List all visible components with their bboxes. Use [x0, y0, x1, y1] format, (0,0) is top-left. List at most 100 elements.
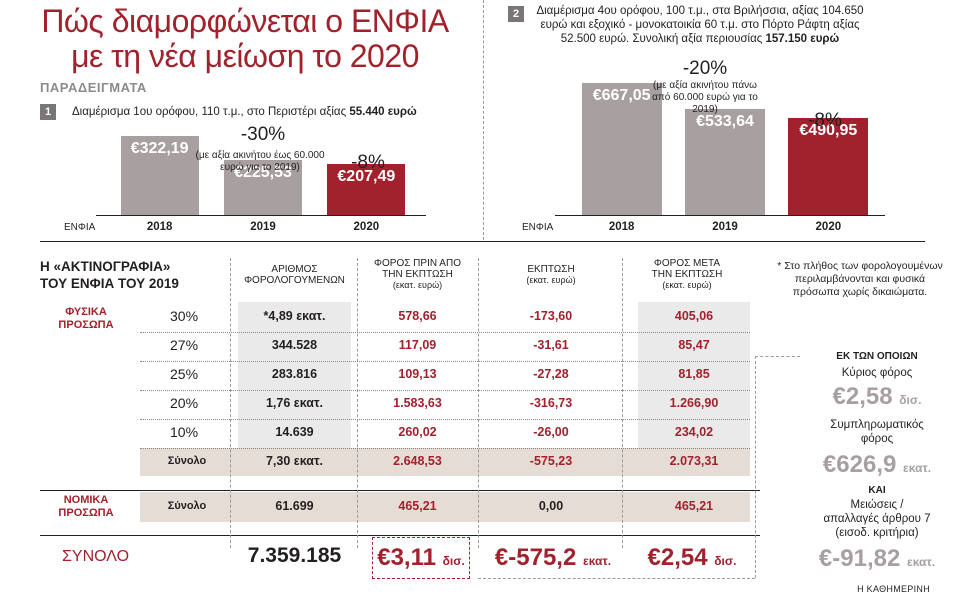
physical-persons-label-2: ΠΡΟΣΩΠΑ: [58, 319, 114, 331]
example-2-line-2: ευρώ και εξοχικό - μονοκατοικία 60 τ.μ. …: [540, 19, 860, 31]
chart2-bar-2019: €533,64: [685, 109, 765, 215]
chart1-value-label-2019: €225,53: [234, 163, 292, 181]
row-separator: [140, 390, 750, 391]
row-3-count: 283.816: [271, 367, 318, 381]
column-divider-3: [478, 258, 479, 548]
legal-persons-label-2: ΠΡΟΣΩΠΑ: [58, 507, 114, 519]
footnote: * Στο πλήθος των φορολογουμένων περιλαμβ…: [777, 260, 943, 298]
row-4-count: 1,76 εκατ.: [265, 396, 324, 410]
example-2-badge: 2: [508, 6, 524, 22]
chart1-bar-2018: €322,19: [120, 136, 199, 215]
chart2-category-2018: 2018: [608, 221, 635, 233]
row-5-count: 14.639: [275, 425, 314, 439]
after-column-tint: [638, 302, 750, 450]
breakdown-item-2-label-2: φόρος: [860, 433, 894, 445]
breakdown-connector-vertical: [755, 356, 756, 578]
header-after-line-2: ΤΗΝ ΕΚΠΤΩΣΗ: [651, 269, 723, 280]
example-2-line-1: Διαμέρισμα 4ου ορόφου, 100 τ.μ., στα Βρι…: [536, 5, 864, 17]
row-5-discount: -26,00: [533, 425, 569, 439]
breakdown-item-1-amount: €2,58: [832, 383, 893, 410]
breakdown-item-2-unit: εκατ.: [903, 461, 932, 475]
legal-total-discount: 0,00: [538, 499, 564, 513]
breakdown-connector-bottom: [478, 578, 755, 579]
legal-total-after: 465,21: [674, 499, 714, 513]
grand-total-discount-unit: εκατ.: [583, 554, 612, 568]
chart2-annotation-2: -8%: [808, 110, 842, 131]
header-before-unit: (εκατ. ευρώ): [392, 280, 443, 290]
legal-total-label: Σύνολο: [167, 500, 207, 512]
header-discount: ΕΚΠΤΩΣΗ (εκατ. ευρώ): [482, 264, 620, 286]
physical-total-before: 2.648,53: [393, 454, 442, 468]
chart2-value-label-2018: €667,05: [592, 86, 651, 104]
legal-persons-label-1: ΝΟΜΙΚΑ: [63, 494, 109, 506]
breakdown-item-1-label: Κύριος φόρος: [841, 367, 913, 379]
grand-total-after-unit: δισ.: [714, 554, 737, 568]
header-before-line-2: ΤΗΝ ΕΚΠΤΩΣΗ: [382, 269, 453, 280]
header-count: ΑΡΙΘΜΟΣ ΦΟΡΟΛΟΓΟΥΜΕΝΩΝ: [238, 264, 351, 286]
breakdown-and: ΚΑΙ: [868, 485, 886, 496]
column-divider-2: [357, 258, 358, 548]
chart1-baseline: [96, 215, 426, 216]
example-2-description: Διαμέρισμα 4ου ορόφου, 100 τ.μ., στα Βρι…: [535, 4, 865, 46]
breakdown-item-2-label-1: Συμπληρωματικός: [830, 419, 924, 431]
grand-total-discount-value: €-575,2: [494, 544, 577, 571]
column-divider-1: [230, 258, 231, 548]
row-rate-5: 10%: [170, 424, 199, 440]
breakdown-item-3-label-1: Μειώσεις /: [850, 499, 904, 511]
column-divider-4: [622, 258, 623, 548]
chart1-bar-2019: €225,53: [224, 159, 302, 215]
legal-top-rule: [40, 490, 760, 491]
grand-total-before: €3,11 δισ.: [376, 544, 466, 572]
breakdown-item-2-label: Συμπληρωματικός φόρος: [792, 418, 960, 446]
row-separator: [140, 419, 750, 420]
physical-total-discount: -575,23: [529, 454, 573, 468]
row-5-before: 260,02: [398, 425, 437, 439]
row-3-after: 81,85: [678, 367, 710, 381]
grand-total-top-rule: [40, 535, 760, 536]
grand-total-before-box: [372, 537, 470, 579]
row-4-before: 1.583,63: [393, 396, 442, 410]
chart2-baseline: [555, 215, 885, 216]
row-2-discount: -31,61: [533, 338, 569, 352]
example-1-badge: 1: [40, 104, 56, 120]
row-rate-2: 27%: [170, 337, 199, 353]
chart1-bar-2020: €207,49: [327, 164, 406, 215]
chart2-xlabel: ΕΝΦΙΑ: [522, 222, 554, 233]
grand-total-label: ΣΥΝΟΛΟ: [62, 548, 130, 565]
row-separator: [140, 448, 750, 449]
chart2-annotation-1-note: (με αξία ακινήτου πάνω από 60.000 ευρώ γ…: [652, 80, 758, 115]
header-count-line-2: ΦΟΡΟΛΟΓΟΥΜΕΝΩΝ: [244, 275, 345, 286]
breakdown-item-3-value: €-91,82 εκατ.: [792, 546, 960, 575]
chart1-value-label-2020: €207,49: [337, 168, 396, 186]
chart1-xlabel: ΕΝΦΙΑ: [64, 222, 96, 233]
breakdown-item-1-unit: δισ.: [899, 393, 922, 407]
grand-total-before-value: €3,11: [377, 544, 436, 571]
row-4-after: 1.266,90: [669, 396, 719, 410]
chart2-bar-2018: €667,05: [581, 82, 662, 215]
physical-total-row-bg: [140, 448, 750, 476]
title-line-1: Πώς διαμορφώνεται ο ΕΝΦΙΑ: [41, 3, 449, 39]
row-2-before: 117,09: [398, 338, 437, 352]
grand-total-after: €2,54 δισ.: [632, 544, 752, 572]
breakdown-item-3-label-3: (εισοδ. κριτήρια): [835, 527, 919, 539]
chart2-value-label-2019: €533,64: [696, 113, 754, 131]
chart-divider: [483, 0, 484, 240]
breakdown-item-2-amount: €626,9: [822, 451, 897, 478]
breakdown-item-2-value: €626,9 εκατ.: [792, 452, 960, 481]
row-1-discount: -173,60: [529, 309, 573, 323]
row-3-before: 109,13: [398, 367, 437, 381]
header-before-line-1: ΦΟΡΟΣ ΠΡΙΝ ΑΠΟ: [374, 258, 461, 269]
header-after: ΦΟΡΟΣ ΜΕΤΑ ΤΗΝ ΕΚΠΤΩΣΗ (εκατ. ευρώ): [626, 258, 748, 291]
row-separator: [140, 332, 750, 333]
examples-label: ΠΑΡΑΔΕΙΓΜΑΤΑ: [40, 80, 147, 95]
physical-persons-label-1: ΦΥΣΙΚΑ: [65, 306, 107, 318]
header-after-line-1: ΦΟΡΟΣ ΜΕΤΑ: [653, 258, 721, 269]
breakdown-connector-top: [755, 356, 800, 357]
legal-total-count: 61.699: [275, 499, 314, 513]
title-line-2: με τη νέα μείωση το 2020: [71, 38, 419, 74]
row-separator: [140, 361, 750, 362]
table-title: Η «ΑΚΤΙΝΟΓΡΑΦΙΑ» ΤΟΥ ΕΝΦΙΑ ΤΟΥ 2019: [40, 258, 179, 292]
row-rate-3: 25%: [170, 366, 199, 382]
row-1-count: *4,89 εκατ.: [263, 309, 326, 323]
header-count-line-1: ΑΡΙΘΜΟΣ: [271, 264, 318, 275]
